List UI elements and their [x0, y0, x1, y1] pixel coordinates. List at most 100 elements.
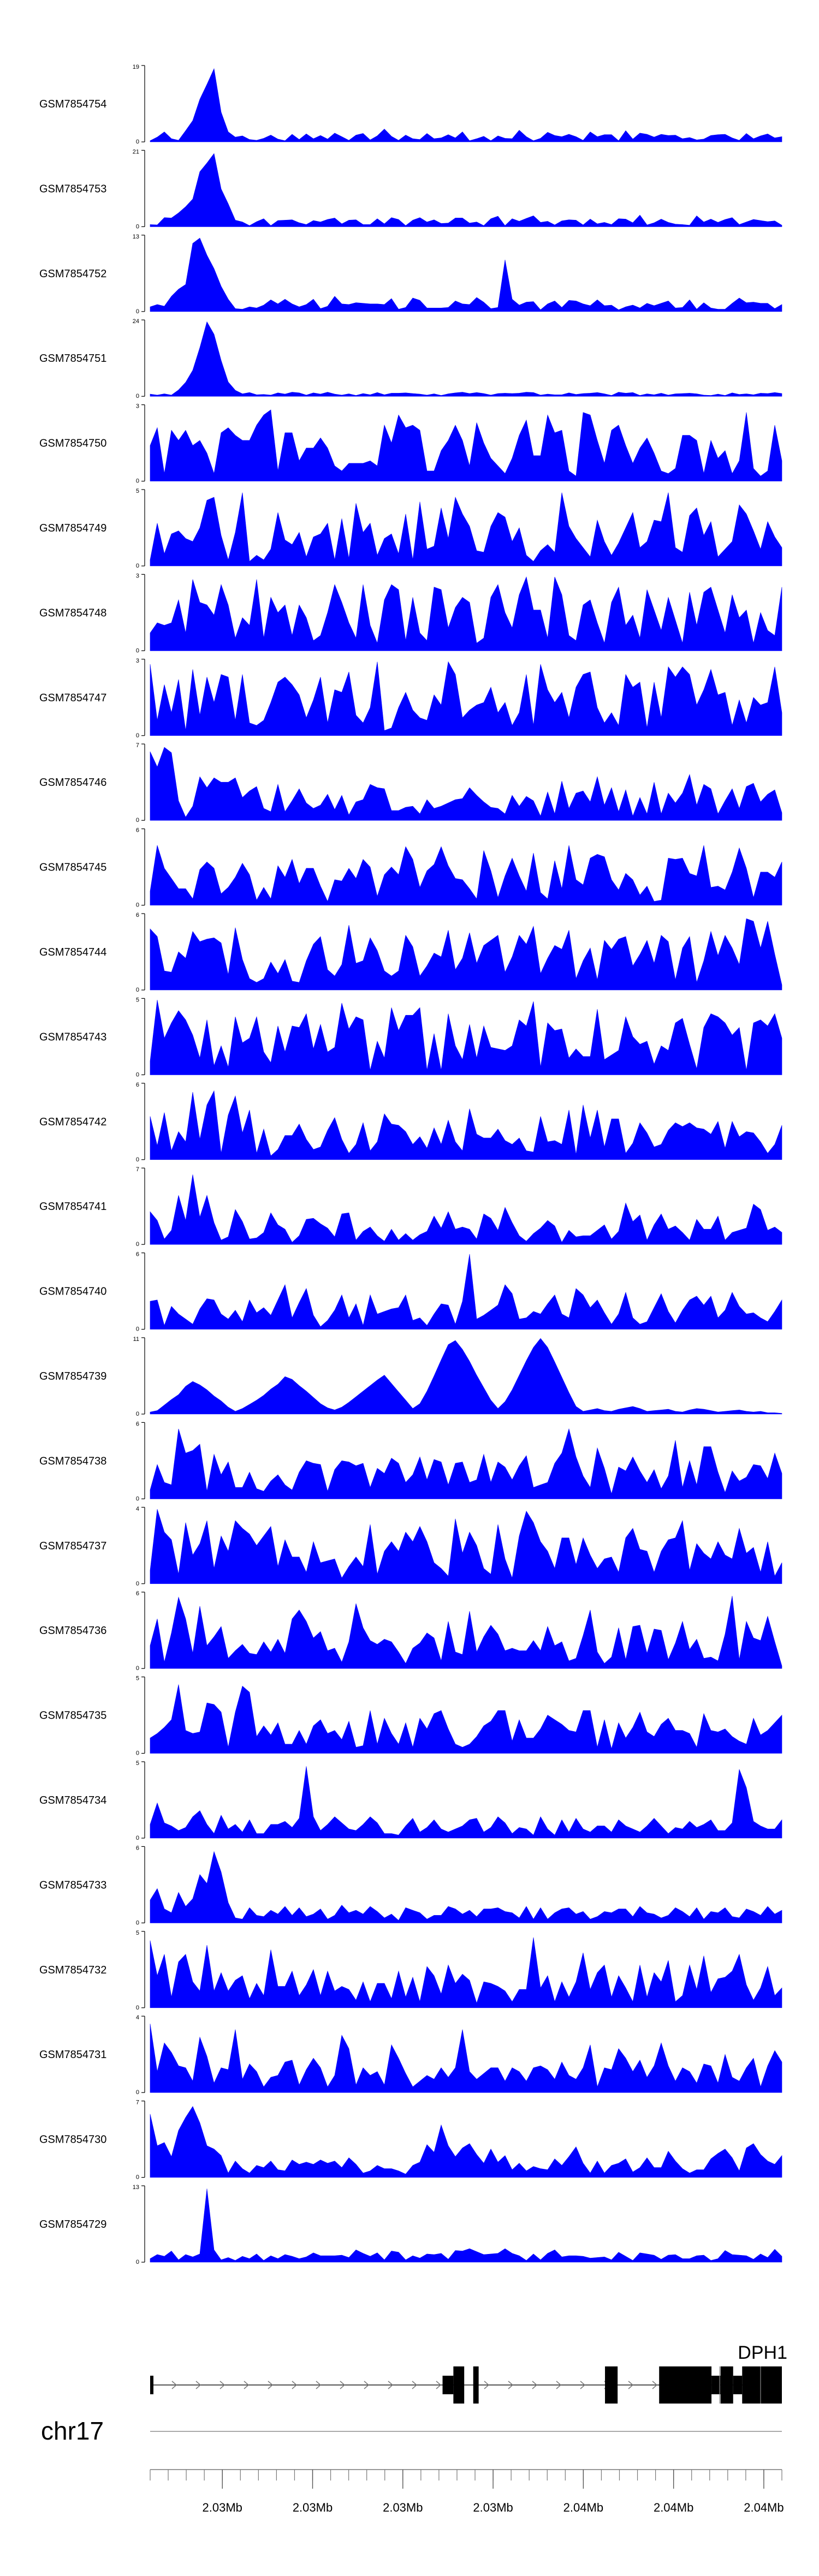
coverage-area [150, 1000, 782, 1075]
coverage-tracks: GSM7854754190GSM7854753210GSM7854752130G… [39, 64, 782, 2265]
coverage-area [150, 1596, 782, 1669]
y-min-label: 0 [136, 1750, 139, 1757]
track-label: GSM7854748 [39, 607, 106, 619]
y-max-label: 11 [133, 1336, 139, 1343]
track-label: GSM7854735 [39, 1710, 106, 1722]
utr-exon [150, 2376, 153, 2394]
y-min-label: 0 [136, 902, 139, 909]
coverage-track: GSM7854734 5 0 [39, 1760, 782, 1841]
coverage-track: GSM7854750 3 0 [39, 403, 782, 485]
y-max-label: 13 [133, 234, 139, 240]
y-min-label: 0 [136, 1835, 139, 1841]
strand-chevron [268, 2381, 274, 2389]
coverage-area [150, 1684, 782, 1754]
coverage-area [150, 492, 782, 567]
track-label: GSM7854737 [39, 1540, 106, 1552]
gene-model-track: DPH1 [150, 2342, 787, 2404]
gene-name-label: DPH1 [738, 2342, 787, 2363]
track-label: GSM7854742 [39, 1116, 106, 1128]
track-label: GSM7854745 [39, 862, 106, 874]
track-label: GSM7854736 [39, 1625, 106, 1637]
coverage-area [150, 1090, 782, 1160]
track-label: GSM7854730 [39, 2134, 106, 2146]
y-max-label: 7 [136, 742, 139, 749]
track-label: GSM7854754 [39, 98, 106, 110]
tick-label: 2.04Mb [744, 2501, 784, 2514]
strand-chevron [219, 2381, 225, 2389]
y-min-label: 0 [136, 1071, 139, 1078]
coverage-area [150, 2024, 782, 2093]
coverage-track: GSM7854732 5 0 [39, 1930, 782, 2011]
coverage-track: GSM7854733 6 0 [39, 1845, 782, 1926]
y-min-label: 0 [136, 732, 139, 739]
y-max-label: 5 [136, 1760, 139, 1767]
coverage-area [150, 576, 782, 651]
coverage-area [150, 237, 782, 312]
utr-exon [733, 2376, 743, 2394]
y-min-label: 0 [136, 1919, 139, 1926]
coverage-track: GSM7854742 6 0 [39, 1082, 782, 1163]
y-min-label: 0 [136, 1581, 139, 1587]
strand-chevron [412, 2381, 418, 2389]
y-max-label: 21 [133, 148, 139, 155]
track-label: GSM7854739 [39, 1370, 106, 1382]
y-max-label: 4 [136, 2014, 139, 2021]
strand-chevron [436, 2381, 442, 2389]
y-max-label: 3 [136, 573, 139, 579]
coverage-area [150, 1174, 782, 1245]
utr-exon [442, 2376, 454, 2394]
y-min-label: 0 [136, 1495, 139, 1502]
track-label: GSM7854731 [39, 2049, 106, 2061]
coverage-area [150, 1766, 782, 1839]
coding-exon [720, 2366, 733, 2404]
track-label: GSM7854746 [39, 777, 106, 789]
strand-chevron [364, 2381, 370, 2389]
strand-chevron [580, 2381, 586, 2389]
strand-chevron [532, 2381, 538, 2389]
tick-label: 2.04Mb [563, 2501, 603, 2514]
track-label: GSM7854740 [39, 1286, 106, 1298]
coverage-track: GSM7854749 5 0 [39, 488, 782, 569]
coverage-track: GSM7854748 3 0 [39, 573, 782, 654]
y-max-label: 6 [136, 827, 139, 834]
coverage-area [150, 2106, 782, 2178]
coding-exon [605, 2366, 618, 2404]
coverage-track: GSM7854738 6 0 [39, 1421, 782, 1502]
coverage-area [150, 747, 782, 821]
genome-axis: chr17 2.03Mb 2.03Mb 2.03Mb 2.03Mb 2.04Mb 2.04… [41, 2417, 784, 2514]
y-max-label: 3 [136, 658, 139, 664]
track-label: GSM7854752 [39, 268, 106, 280]
strand-chevron [340, 2381, 346, 2389]
coverage-track: GSM7854743 5 0 [39, 997, 782, 1078]
y-max-label: 4 [136, 1506, 139, 1512]
coding-exon [473, 2366, 479, 2404]
strand-chevron [388, 2381, 394, 2389]
y-min-label: 0 [136, 2259, 139, 2265]
y-min-label: 0 [136, 139, 139, 145]
coverage-area [150, 153, 782, 227]
y-max-label: 6 [136, 1251, 139, 1258]
coverage-area [150, 1254, 782, 1329]
y-min-label: 0 [136, 1156, 139, 1163]
coverage-track: GSM7854753 21 0 [39, 148, 782, 230]
y-min-label: 0 [136, 647, 139, 654]
coding-exon [453, 2366, 465, 2404]
y-max-label: 5 [136, 1675, 139, 1682]
strand-chevron [316, 2381, 322, 2389]
y-min-label: 0 [136, 2089, 139, 2096]
y-min-label: 0 [136, 563, 139, 569]
y-min-label: 0 [136, 1665, 139, 1672]
track-label: GSM7854744 [39, 946, 106, 958]
y-min-label: 0 [136, 1326, 139, 1333]
coverage-track: GSM7854744 6 0 [39, 912, 782, 993]
track-label: GSM7854743 [39, 1031, 106, 1043]
y-min-label: 0 [136, 223, 139, 230]
y-max-label: 19 [133, 64, 139, 70]
strand-chevron [244, 2381, 250, 2389]
coverage-track: GSM7854730 7 0 [39, 2100, 782, 2181]
coding-exon [742, 2366, 782, 2404]
y-max-label: 6 [136, 1845, 139, 1851]
coverage-area [150, 1851, 782, 1923]
strand-chevron [171, 2381, 177, 2389]
